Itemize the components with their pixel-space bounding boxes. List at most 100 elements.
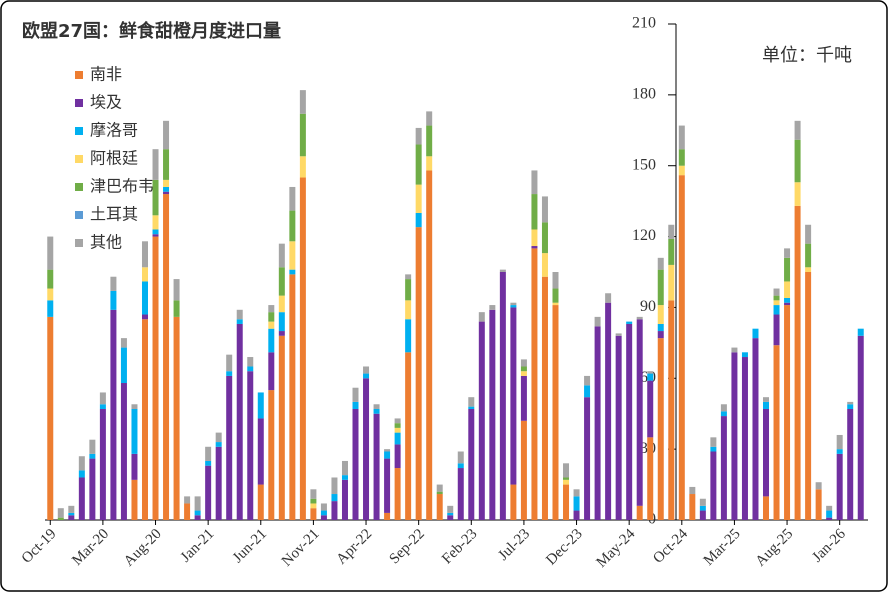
- bar-segment: [299, 177, 306, 520]
- bar-segment: [278, 312, 285, 332]
- bar-segment: [741, 357, 748, 520]
- bar-segment: [763, 408, 770, 497]
- bar-segment: [310, 498, 317, 504]
- unit-label: 单位：千吨: [762, 45, 852, 66]
- bar-segment: [278, 267, 285, 296]
- bar-segment: [647, 437, 654, 520]
- bar-segment: [668, 264, 675, 301]
- bar-segment: [426, 170, 433, 520]
- bar-segment: [163, 186, 170, 192]
- bar-segment: [110, 290, 117, 310]
- bar-segment: [636, 316, 643, 320]
- bar-segment: [384, 451, 391, 459]
- bar-segment: [57, 517, 64, 520]
- bar-segment: [647, 371, 654, 374]
- bar-segment: [436, 484, 443, 492]
- bar-segment: [847, 404, 854, 409]
- bar-segment: [457, 463, 464, 469]
- bar-segment: [826, 510, 833, 518]
- bar-segment: [826, 517, 833, 520]
- legend-swatch: [75, 127, 83, 135]
- bar-segment: [784, 305, 791, 520]
- bar-segment: [563, 484, 570, 520]
- bar-segment: [647, 380, 654, 438]
- bar-segment: [394, 444, 401, 469]
- bar-segment: [836, 449, 843, 454]
- bar-segment: [531, 229, 538, 247]
- bar-segment: [531, 248, 538, 520]
- bar-segment: [815, 482, 822, 490]
- bar-segment: [763, 401, 770, 409]
- y-tick-label: 150: [632, 156, 656, 173]
- bar-segment: [689, 486, 696, 495]
- legend-swatch: [75, 183, 83, 191]
- legend-label: 埃及: [90, 93, 122, 112]
- bar-segment: [99, 408, 106, 520]
- bar-segment: [47, 300, 54, 317]
- bar-segment: [131, 453, 138, 480]
- bar-segment: [141, 241, 148, 268]
- bar-segment: [131, 404, 138, 409]
- bar-segment: [426, 125, 433, 157]
- bar-segment: [152, 234, 159, 237]
- bar-segment: [752, 338, 759, 520]
- bar-segment: [784, 248, 791, 258]
- bar-segment: [815, 489, 822, 520]
- bar-segment: [57, 508, 64, 518]
- bar-segment: [152, 149, 159, 180]
- bar-segment: [236, 309, 243, 320]
- bar-segment: [173, 316, 180, 520]
- bar-segment: [710, 437, 717, 447]
- bar-segment: [152, 229, 159, 235]
- bar-segment: [647, 373, 654, 381]
- bar-segment: [352, 387, 359, 402]
- bar-segment: [89, 439, 96, 454]
- bar-segment: [163, 191, 170, 195]
- bar-segment: [110, 276, 117, 291]
- bar-segment: [173, 279, 180, 301]
- bar-segment: [478, 312, 485, 322]
- bar-segment: [131, 408, 138, 454]
- bar-segment: [563, 463, 570, 478]
- bar-segment: [447, 512, 454, 516]
- bar-segment: [657, 331, 664, 339]
- bar-segment: [710, 451, 717, 520]
- bar-segment: [205, 465, 212, 520]
- bar-segment: [394, 468, 401, 520]
- bar-segment: [741, 352, 748, 358]
- bar-segment: [668, 300, 675, 520]
- bar-segment: [394, 427, 401, 433]
- bar-segment: [268, 312, 275, 322]
- bar-segment: [268, 321, 275, 329]
- bar-segment: [520, 375, 527, 421]
- bar-segment: [141, 314, 148, 320]
- bar-segment: [268, 328, 275, 353]
- bar-segment: [268, 390, 275, 520]
- bar-segment: [731, 347, 738, 353]
- bar-segment: [805, 272, 812, 520]
- legend-swatch: [75, 211, 83, 219]
- bar-segment: [394, 423, 401, 428]
- bar-segment: [763, 496, 770, 520]
- bar-segment: [99, 392, 106, 405]
- bar-segment: [405, 300, 412, 320]
- legend-swatch: [75, 71, 83, 79]
- bar-segment: [847, 401, 854, 405]
- bar-segment: [373, 404, 380, 409]
- bar-segment: [278, 331, 285, 336]
- legend-swatch: [75, 239, 83, 247]
- bar-segment: [331, 501, 338, 520]
- bar-segment: [331, 494, 338, 502]
- bar-segment: [773, 305, 780, 315]
- bar-segment: [320, 515, 327, 520]
- bar-segment: [531, 170, 538, 195]
- bar-segment: [784, 297, 791, 303]
- bar-segment: [47, 316, 54, 520]
- bar-segment: [531, 246, 538, 249]
- bar-segment: [541, 196, 548, 223]
- bar-segment: [310, 503, 317, 509]
- bar-segment: [394, 418, 401, 424]
- bar-segment: [857, 328, 864, 336]
- bar-segment: [678, 165, 685, 176]
- bar-segment: [520, 359, 527, 367]
